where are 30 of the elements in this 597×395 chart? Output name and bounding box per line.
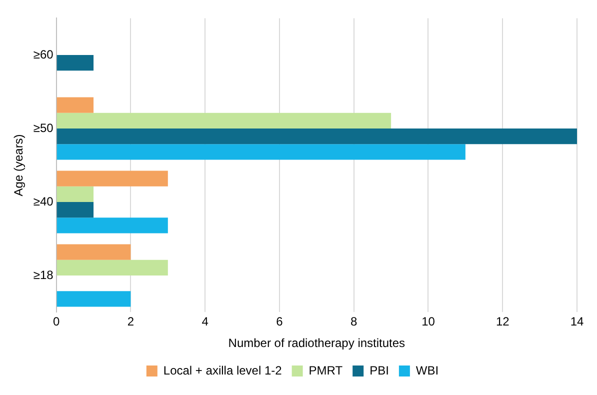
bar (56, 260, 168, 276)
bar (56, 112, 392, 128)
legend-label: PBI (370, 363, 389, 378)
x-tick-label: 2 (127, 314, 134, 329)
x-tick-label: 4 (202, 314, 209, 329)
x-tick-label: 10 (422, 314, 436, 329)
bar (56, 291, 131, 307)
legend-label: Local + axilla level 1-2 (163, 363, 282, 378)
bar (56, 218, 168, 234)
bar (56, 144, 466, 160)
y-tick-label: ≥40 (33, 194, 54, 208)
bar (56, 97, 94, 113)
legend-label: PMRT (308, 363, 344, 378)
y-tick-label: ≥18 (33, 268, 54, 282)
x-tick-label: 12 (496, 314, 510, 329)
x-tick-label: 6 (276, 314, 284, 329)
bar (56, 186, 94, 202)
x-tick-label: 14 (570, 314, 584, 329)
x-axis-title: Number of radiotherapy institutes (228, 336, 406, 350)
bar (56, 244, 131, 260)
x-tick-label: 0 (52, 314, 60, 329)
bar (56, 128, 577, 144)
bar (56, 170, 168, 186)
legend-label: WBI (416, 363, 439, 378)
y-tick-label: ≥50 (33, 120, 54, 135)
x-tick-label: 8 (350, 314, 358, 329)
y-tick-label: ≥60 (33, 47, 54, 62)
y-axis-title: Age (years) (12, 134, 26, 196)
bar (56, 202, 94, 218)
bar (56, 54, 94, 71)
